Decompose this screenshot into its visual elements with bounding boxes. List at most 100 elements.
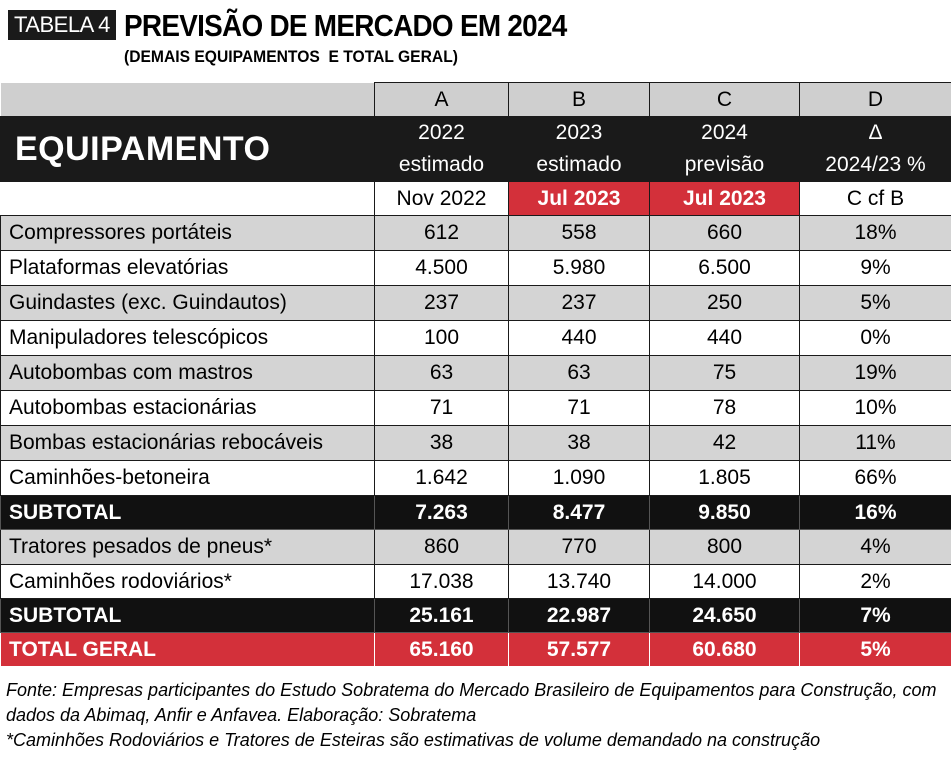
row-label: SUBTOTAL <box>0 598 375 633</box>
cell-c: 1.805 <box>649 460 800 496</box>
table-row: Caminhões rodoviários* 17.038 13.740 14.000… <box>0 564 951 599</box>
cell-d: 66% <box>799 460 951 496</box>
row-label: Bombas estacionárias rebocáveis <box>0 425 375 461</box>
col-type-d: 2024/23 % <box>825 153 926 176</box>
cell-d: 2% <box>799 564 951 599</box>
cell-a: 65.160 <box>374 632 509 667</box>
row-label: Autobombas com mastros <box>0 355 375 391</box>
cell-d: 10% <box>799 390 951 426</box>
cell-b: 8.477 <box>508 495 650 530</box>
col-letter-d: D <box>799 82 951 117</box>
row-label: Autobombas estacionárias <box>0 390 375 426</box>
cell-b: 5.980 <box>508 250 650 286</box>
col-letter-c: C <box>649 82 800 117</box>
cell-c: 6.500 <box>649 250 800 286</box>
row-label: Guindastes (exc. Guindautos) <box>0 285 375 321</box>
cell-d: 0% <box>799 320 951 356</box>
table-badge: TABELA 4 <box>8 10 116 40</box>
col-year-c: 2024 <box>701 121 748 144</box>
table-row: Caminhões-betoneira 1.642 1.090 1.805 66% <box>0 460 951 496</box>
cell-d: 5% <box>799 632 951 667</box>
table-row: Compressores portáteis 612 558 660 18% <box>0 215 951 251</box>
cell-d: 9% <box>799 250 951 286</box>
col-letter-b: B <box>508 82 650 117</box>
row-label: SUBTOTAL <box>0 495 375 530</box>
cell-a: 71 <box>374 390 509 426</box>
cell-c: 800 <box>649 529 800 565</box>
cell-b: 558 <box>508 215 650 251</box>
col-letter-a: A <box>374 82 509 117</box>
footnote: *Caminhões Rodoviários e Tratores de Est… <box>6 730 821 750</box>
cell-d: 19% <box>799 355 951 391</box>
table-row: Autobombas com mastros 63 63 75 19% <box>0 355 951 391</box>
table-row: Guindastes (exc. Guindautos) 237 237 250 5% <box>0 285 951 321</box>
table-row: SUBTOTAL 25.161 22.987 24.650 7% <box>0 598 951 633</box>
cell-b: 63 <box>508 355 650 391</box>
column-letter-row: A B C D <box>0 82 951 117</box>
col-date-d: C cf B <box>799 181 951 216</box>
table-body: Compressores portáteis 612 558 660 18% Plataf… <box>0 215 951 667</box>
equipment-header: EQUIPAMENTO <box>0 116 375 182</box>
empty-corner <box>0 82 375 117</box>
cell-b: 22.987 <box>508 598 650 633</box>
footer-notes: Fonte: Empresas participantes do Estudo … <box>6 678 946 753</box>
table-header: TABELA 4 PREVISÃO DE MERCADO EM 2024 (DE… <box>8 6 943 68</box>
column-header-row: EQUIPAMENTO 2022 estimado 2023 estimado 20… <box>0 116 951 182</box>
col-type-b: estimado <box>536 153 622 176</box>
row-label: Compressores portáteis <box>0 215 375 251</box>
cell-b: 1.090 <box>508 460 650 496</box>
cell-b: 440 <box>508 320 650 356</box>
col-year-b: 2023 <box>555 121 603 144</box>
cell-c: 14.000 <box>649 564 800 599</box>
cell-a: 25.161 <box>374 598 509 633</box>
col-date-a: Nov 2022 <box>374 181 509 216</box>
col-header-b: 2023 estimado <box>508 116 650 182</box>
cell-a: 17.038 <box>374 564 509 599</box>
cell-b: 237 <box>508 285 650 321</box>
col-year-d: Δ <box>868 121 883 144</box>
table-row: Tratores pesados de pneus* 860 770 800 4% <box>0 529 951 565</box>
market-forecast-table: A B C D EQUIPAMENTO 2022 estimado 2023 est… <box>0 82 951 667</box>
cell-d: 7% <box>799 598 951 633</box>
cell-a: 4.500 <box>374 250 509 286</box>
table-row: Autobombas estacionárias 71 71 78 10% <box>0 390 951 426</box>
row-label: Tratores pesados de pneus* <box>0 529 375 565</box>
cell-d: 5% <box>799 285 951 321</box>
cell-c: 60.680 <box>649 632 800 667</box>
cell-a: 860 <box>374 529 509 565</box>
cell-c: 660 <box>649 215 800 251</box>
source-note-line2: dados da Abimaq, Anfir e Anfavea. Elabor… <box>6 705 477 725</box>
cell-b: 13.740 <box>508 564 650 599</box>
cell-c: 9.850 <box>649 495 800 530</box>
row-label: Caminhões rodoviários* <box>0 564 375 599</box>
cell-c: 78 <box>649 390 800 426</box>
cell-d: 16% <box>799 495 951 530</box>
cell-d: 4% <box>799 529 951 565</box>
table-row: Bombas estacionárias rebocáveis 38 38 42 11% <box>0 425 951 461</box>
cell-c: 75 <box>649 355 800 391</box>
cell-c: 42 <box>649 425 800 461</box>
cell-b: 57.577 <box>508 632 650 667</box>
cell-a: 63 <box>374 355 509 391</box>
col-header-d: Δ 2024/23 % <box>799 116 951 182</box>
row-label: Manipuladores telescópicos <box>0 320 375 356</box>
table-row: Plataformas elevatórias 4.500 5.980 6.500 9% <box>0 250 951 286</box>
col-date-c: Jul 2023 <box>649 181 800 216</box>
cell-d: 18% <box>799 215 951 251</box>
col-date-b: Jul 2023 <box>508 181 650 216</box>
col-header-a: 2022 estimado <box>374 116 509 182</box>
cell-b: 770 <box>508 529 650 565</box>
cell-b: 71 <box>508 390 650 426</box>
col-type-c: previsão <box>684 153 765 176</box>
cell-c: 24.650 <box>649 598 800 633</box>
row-label: TOTAL GERAL <box>0 632 375 667</box>
cell-b: 38 <box>508 425 650 461</box>
empty-date-label <box>0 181 375 216</box>
page-title: PREVISÃO DE MERCADO EM 2024 <box>124 8 567 43</box>
cell-a: 237 <box>374 285 509 321</box>
cell-d: 11% <box>799 425 951 461</box>
row-label: Plataformas elevatórias <box>0 250 375 286</box>
page-subtitle: (DEMAIS EQUIPAMENTOS E TOTAL GERAL) <box>124 47 458 66</box>
cell-a: 100 <box>374 320 509 356</box>
col-year-a: 2022 <box>418 121 465 144</box>
